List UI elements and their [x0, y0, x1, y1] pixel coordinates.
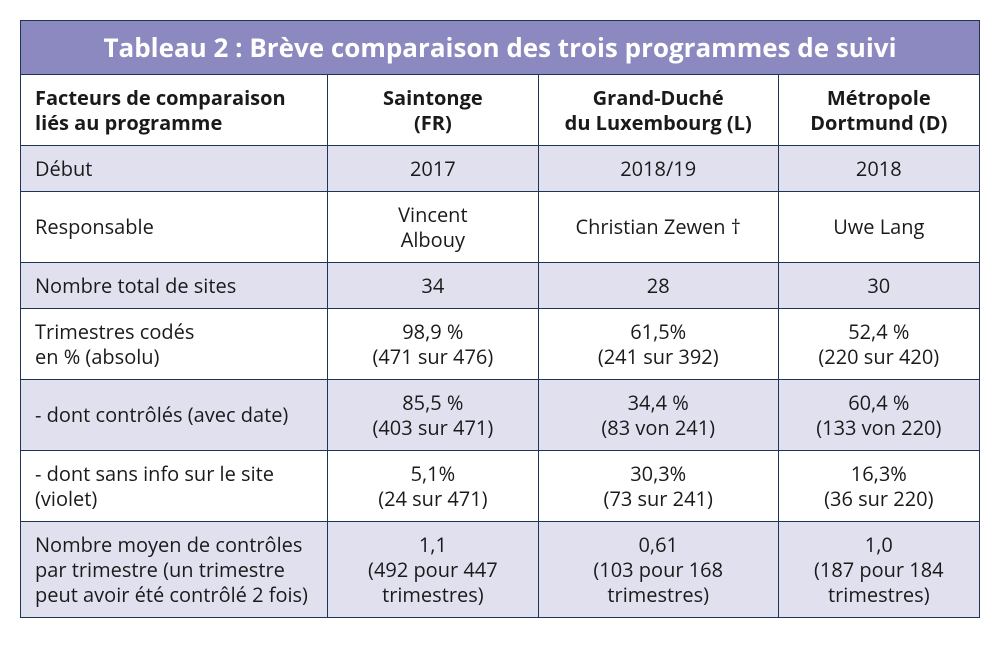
cell-value: Uwe Lang [778, 191, 979, 262]
table-row: Responsable Vincent Albouy Christian Zew… [21, 191, 980, 262]
col-header-saintonge: Saintonge (FR) [327, 74, 538, 145]
row-label: Début [21, 145, 328, 191]
cell-value: Christian Zewen † [538, 191, 778, 262]
comparison-table: Tableau 2 : Brève comparaison des trois … [20, 20, 980, 618]
cell-value: 2017 [327, 145, 538, 191]
row-label: - dont sans info sur le site (violet) [21, 450, 328, 521]
cell-value: 85,5 % (403 sur 471) [327, 379, 538, 450]
table-row: - dont contrôlés (avec date) 85,5 % (403… [21, 379, 980, 450]
cell-value: 30 [778, 262, 979, 308]
cell-value: 2018/19 [538, 145, 778, 191]
cell-value: 34 [327, 262, 538, 308]
cell-value: 2018 [778, 145, 979, 191]
comparison-table-container: Tableau 2 : Brève comparaison des trois … [20, 20, 980, 618]
row-label: Responsable [21, 191, 328, 262]
col-header-luxembourg: Grand-Duché du Luxembourg (L) [538, 74, 778, 145]
row-label: Trimestres codés en % (absolu) [21, 308, 328, 379]
cell-value: 30,3% (73 sur 241) [538, 450, 778, 521]
cell-value: 0,61 (103 pour 168 trimestres) [538, 521, 778, 617]
cell-value: 52,4 % (220 sur 420) [778, 308, 979, 379]
title-row: Tableau 2 : Brève comparaison des trois … [21, 21, 980, 75]
col-header-dortmund: Métropole Dortmund (D) [778, 74, 979, 145]
cell-value: 98,9 % (471 sur 476) [327, 308, 538, 379]
row-label: - dont contrôlés (avec date) [21, 379, 328, 450]
cell-value: Vincent Albouy [327, 191, 538, 262]
table-row: - dont sans info sur le site (violet) 5,… [21, 450, 980, 521]
col-header-factors: Facteurs de comparaison liés au programm… [21, 74, 328, 145]
table-title: Tableau 2 : Brève comparaison des trois … [21, 21, 980, 75]
table-row: Début 2017 2018/19 2018 [21, 145, 980, 191]
header-row: Facteurs de comparaison liés au programm… [21, 74, 980, 145]
table-row: Nombre total de sites 34 28 30 [21, 262, 980, 308]
cell-value: 61,5% (241 sur 392) [538, 308, 778, 379]
table-row: Nombre moyen de contrôles par trimestre … [21, 521, 980, 617]
cell-value: 34,4 % (83 von 241) [538, 379, 778, 450]
cell-value: 60,4 % (133 von 220) [778, 379, 979, 450]
table-row: Trimestres codés en % (absolu) 98,9 % (4… [21, 308, 980, 379]
cell-value: 1,1 (492 pour 447 trimestres) [327, 521, 538, 617]
cell-value: 28 [538, 262, 778, 308]
cell-value: 5,1% (24 sur 471) [327, 450, 538, 521]
table-body: Début 2017 2018/19 2018 Responsable Vinc… [21, 145, 980, 617]
row-label: Nombre moyen de contrôles par trimestre … [21, 521, 328, 617]
cell-value: 16,3% (36 sur 220) [778, 450, 979, 521]
row-label: Nombre total de sites [21, 262, 328, 308]
cell-value: 1,0 (187 pour 184 trimestres) [778, 521, 979, 617]
